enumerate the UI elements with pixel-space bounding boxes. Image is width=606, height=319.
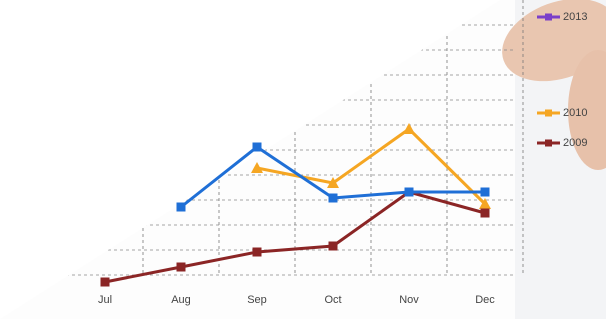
- x-tick-label: Oct: [324, 294, 341, 306]
- marker: [253, 248, 262, 257]
- marker: [101, 278, 110, 287]
- x-tick-label: Aug: [171, 294, 191, 306]
- marker: [177, 263, 186, 272]
- legend-swatch: [545, 14, 552, 21]
- x-tick-label: Nov: [399, 294, 419, 306]
- legend-swatch: [545, 110, 552, 117]
- marker: [329, 242, 338, 251]
- legend-label: 2009: [563, 137, 587, 149]
- legend-swatch: [545, 140, 552, 147]
- x-tick-label: Jul: [98, 294, 112, 306]
- x-tick-label: Dec: [475, 294, 495, 306]
- x-tick-label: Sep: [247, 294, 267, 306]
- marker: [481, 209, 490, 218]
- marker: [481, 188, 490, 197]
- legend-label: 2013: [563, 11, 587, 23]
- marker: [329, 194, 338, 203]
- marker: [405, 188, 414, 197]
- chart: Jul Aug Sep Oct Nov Dec 2013 2010 2009: [0, 0, 606, 319]
- marker: [253, 143, 262, 152]
- marker: [177, 203, 186, 212]
- legend-label: 2010: [563, 107, 587, 119]
